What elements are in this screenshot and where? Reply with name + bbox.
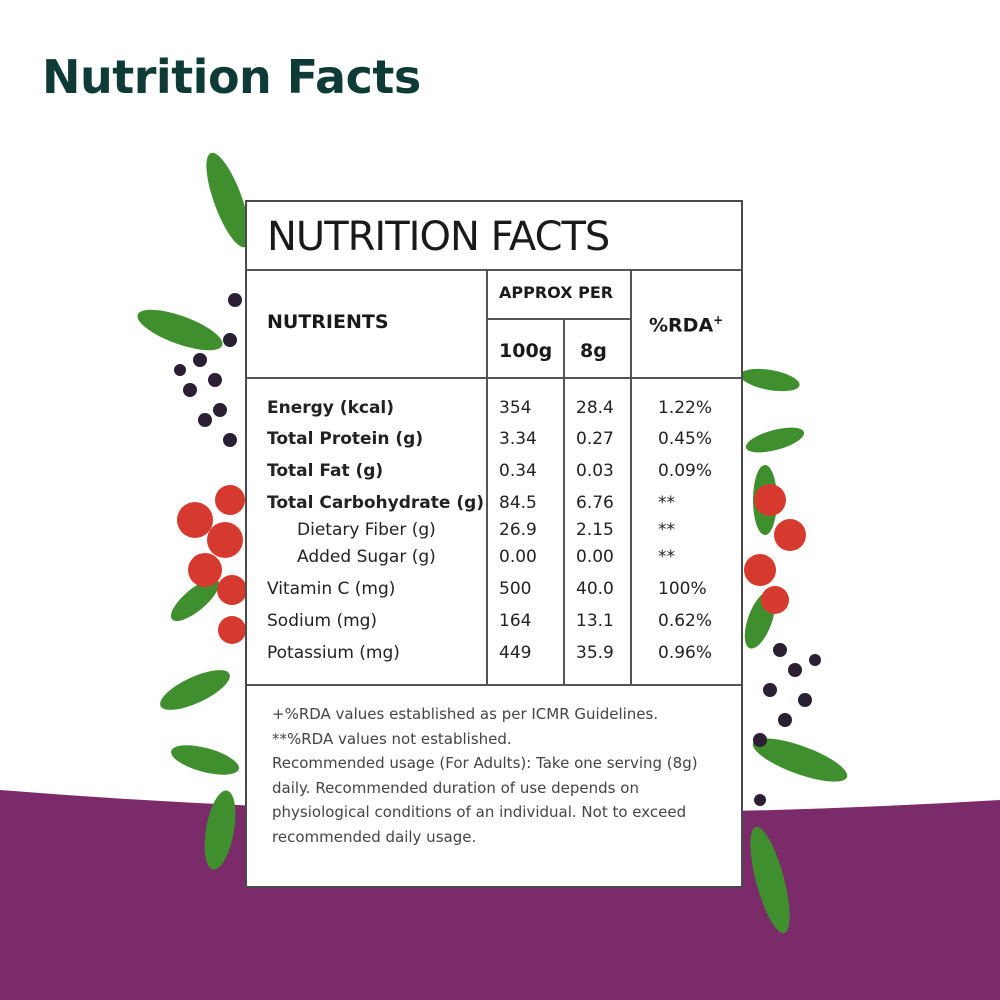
header-nutrients: NUTRIENTS — [267, 311, 389, 333]
header-rda-text: %RDA — [649, 314, 714, 337]
value-8g: 2.15 — [576, 520, 614, 540]
nutrient-name: Total Fat (g) — [267, 461, 384, 481]
divider — [247, 269, 741, 271]
footnote-line: **%RDA values not established. — [272, 729, 512, 748]
table-row: Vitamin C (mg) 500 40.0 100% — [247, 579, 741, 607]
value-8g: 40.0 — [576, 579, 614, 599]
value-rda: 0.45% — [658, 429, 713, 449]
footnote-line: recommended daily usage. — [272, 827, 477, 846]
elderberries — [174, 293, 821, 806]
value-100g: 26.9 — [499, 520, 537, 540]
value-100g: 0.34 — [499, 461, 537, 481]
value-rda: ** — [658, 547, 675, 567]
value-100g: 0.00 — [499, 547, 537, 567]
nutrient-name: Added Sugar (g) — [297, 547, 436, 567]
nutrient-name: Energy (kcal) — [267, 398, 395, 418]
divider — [486, 269, 488, 684]
value-rda: 100% — [658, 579, 707, 599]
label-title: NUTRITION FACTS — [267, 214, 610, 260]
table-row: Total Fat (g) 0.34 0.03 0.09% — [247, 461, 741, 489]
divider — [247, 684, 741, 686]
value-100g: 3.34 — [499, 429, 537, 449]
nutrition-label: NUTRITION FACTS NUTRIENTS APPROX PER 100… — [245, 200, 743, 888]
nutrient-name: Total Protein (g) — [267, 429, 424, 449]
table-row: Total Protein (g) 3.34 0.27 0.45% — [247, 429, 741, 457]
value-rda: 0.62% — [658, 611, 713, 631]
value-8g: 0.03 — [576, 461, 614, 481]
value-rda: ** — [658, 493, 675, 513]
divider — [487, 318, 631, 320]
value-8g: 28.4 — [576, 398, 614, 418]
table-row: Total Carbohydrate (g) 84.5 6.76 ** — [247, 493, 741, 521]
nutrient-name: Vitamin C (mg) — [267, 579, 396, 599]
value-8g: 6.76 — [576, 493, 614, 513]
footnotes: +%RDA values established as per ICMR Gui… — [272, 702, 732, 849]
rda-mark: + — [713, 313, 724, 327]
divider — [630, 269, 632, 684]
divider — [563, 318, 565, 684]
footnote-line: daily. Recommended duration of use depen… — [272, 778, 639, 797]
footnote-line: +%RDA values established as per ICMR Gui… — [272, 705, 659, 723]
table-row: Dietary Fiber (g) 26.9 2.15 ** — [247, 520, 741, 548]
value-100g: 500 — [499, 579, 532, 599]
nutrient-name: Sodium (mg) — [267, 611, 378, 631]
header-approx-per: APPROX PER — [499, 283, 614, 302]
value-rda: 0.96% — [658, 643, 713, 663]
divider — [247, 377, 741, 379]
footnote-line: physiological conditions of an individua… — [272, 803, 687, 821]
value-8g: 13.1 — [576, 611, 614, 631]
value-100g: 164 — [499, 611, 532, 631]
value-100g: 84.5 — [499, 493, 537, 513]
value-8g: 35.9 — [576, 643, 614, 663]
nutrient-name: Potassium (mg) — [267, 643, 400, 663]
nutrient-name: Dietary Fiber (g) — [297, 520, 436, 540]
value-rda: ** — [658, 520, 675, 540]
header-8g: 8g — [580, 340, 607, 362]
table-row: Potassium (mg) 449 35.9 0.96% — [247, 643, 741, 671]
table-row: Added Sugar (g) 0.00 0.00 ** — [247, 547, 741, 575]
red-berries — [177, 484, 806, 644]
value-8g: 0.00 — [576, 547, 614, 567]
value-rda: 1.22% — [658, 398, 713, 418]
nutrient-name: Total Carbohydrate (g) — [267, 493, 485, 513]
value-rda: 0.09% — [658, 461, 713, 481]
footnote-line: Recommended usage (For Adults): Take one… — [272, 754, 698, 772]
leaves-left — [137, 152, 250, 870]
value-100g: 354 — [499, 398, 532, 418]
header-100g: 100g — [499, 340, 553, 362]
header-rda: %RDA+ — [649, 313, 723, 336]
page-title: Nutrition Facts — [42, 50, 421, 104]
value-8g: 0.27 — [576, 429, 614, 449]
value-100g: 449 — [499, 643, 532, 663]
table-row: Sodium (mg) 164 13.1 0.62% — [247, 611, 741, 639]
table-row: Energy (kcal) 354 28.4 1.22% — [247, 398, 741, 426]
